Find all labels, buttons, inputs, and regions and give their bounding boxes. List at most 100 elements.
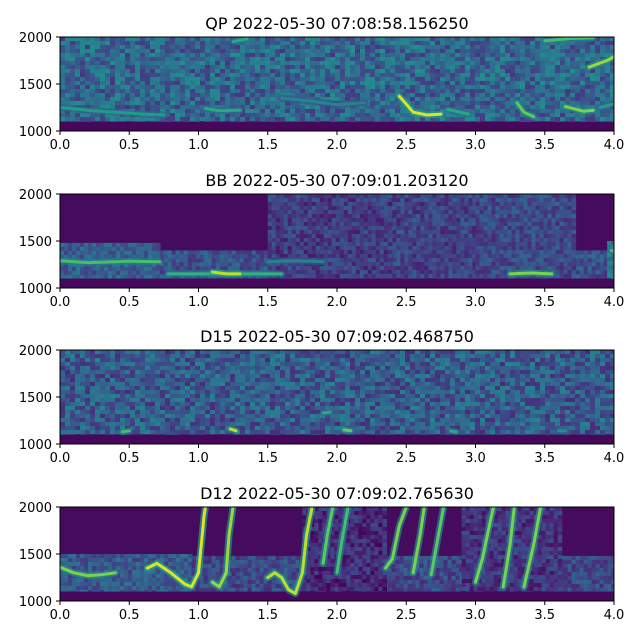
- heatmap-cell: [219, 262, 225, 267]
- heatmap-cell: [287, 250, 293, 255]
- heatmap-cell: [275, 65, 281, 70]
- heatmap-cell: [355, 53, 361, 58]
- heatmap-cell: [351, 202, 357, 207]
- heatmap-cell: [255, 258, 261, 263]
- heatmap-cell: [231, 258, 237, 263]
- heatmap-cell: [60, 93, 66, 98]
- heatmap-cell: [550, 53, 556, 58]
- heatmap-cell: [220, 37, 226, 42]
- heatmap-cell: [335, 238, 341, 243]
- heatmap-cell: [339, 230, 345, 235]
- heatmap-cell: [167, 262, 173, 267]
- heatmap-cell: [392, 194, 397, 199]
- heatmap-cell: [525, 89, 531, 94]
- heatmap-cell: [235, 117, 241, 122]
- heatmap-cell: [215, 45, 221, 50]
- heatmap-cell: [250, 53, 256, 58]
- heatmap-cell: [440, 246, 445, 251]
- heatmap-cell: [235, 81, 241, 86]
- heatmap-cell: [195, 113, 201, 118]
- heatmap-cell: [416, 258, 421, 263]
- heatmap-cell: [190, 117, 196, 122]
- heatmap-cell: [60, 242, 65, 248]
- heatmap-cell: [90, 93, 96, 98]
- heatmap-cell: [455, 117, 461, 122]
- heatmap-cell: [245, 65, 251, 70]
- heatmap-cell: [380, 85, 386, 90]
- heatmap-cell: [310, 41, 316, 46]
- heatmap-cell: [468, 218, 473, 223]
- x-tick-label: 3.0: [465, 138, 486, 153]
- heatmap-cell: [170, 37, 176, 42]
- heatmap-cell: [120, 101, 126, 106]
- heatmap-cell: [600, 49, 606, 54]
- heatmap-cell: [412, 210, 417, 215]
- heatmap-cell: [470, 49, 476, 54]
- heatmap-cell: [515, 97, 521, 102]
- heatmap-cell: [415, 117, 421, 122]
- heatmap-cell: [145, 57, 151, 62]
- heatmap-cell: [270, 93, 276, 98]
- heatmap-cell: [355, 226, 361, 231]
- heatmap-cell: [68, 250, 73, 256]
- heatmap-cell: [295, 45, 301, 50]
- heatmap-cell: [385, 73, 391, 78]
- heatmap-cell: [170, 89, 176, 94]
- heatmap-cell: [412, 214, 417, 219]
- heatmap-cell: [408, 266, 413, 271]
- heatmap-cell: [347, 206, 353, 211]
- heatmap-cell: [65, 117, 71, 122]
- heatmap-cell: [490, 57, 496, 62]
- heatmap-cell: [120, 242, 125, 248]
- heatmap-cell: [95, 45, 101, 50]
- heatmap-cell: [100, 37, 106, 42]
- heatmap-cell: [60, 41, 66, 46]
- heatmap-cell: [415, 57, 421, 62]
- heatmap-cell: [412, 206, 417, 211]
- heatmap-cell: [80, 53, 86, 58]
- heatmap-cell: [436, 266, 441, 271]
- heatmap-cell: [424, 270, 429, 275]
- heatmap-cell: [307, 222, 313, 227]
- heatmap-cell: [300, 113, 306, 118]
- heatmap-cell: [110, 53, 116, 58]
- heatmap-cell: [444, 194, 449, 199]
- heatmap-cell: [295, 218, 301, 223]
- heatmap-cell: [465, 93, 471, 98]
- heatmap-cell: [448, 270, 453, 275]
- heatmap-cell: [505, 81, 511, 86]
- heatmap-cell: [392, 226, 397, 231]
- heatmap-cell: [383, 258, 389, 263]
- heatmap-cell: [428, 202, 433, 207]
- heatmap-cell: [330, 53, 336, 58]
- heatmap-cell: [315, 105, 321, 110]
- heatmap-cell: [570, 41, 576, 46]
- heatmap-cell: [445, 73, 451, 78]
- heatmap-cell: [416, 222, 421, 227]
- heatmap-cell: [170, 69, 176, 74]
- heatmap-cell: [220, 61, 226, 66]
- heatmap-cell: [530, 37, 536, 42]
- heatmap-cell: [310, 53, 316, 58]
- heatmap-cell: [363, 266, 369, 271]
- heatmap-cell: [287, 222, 293, 227]
- heatmap-cell: [603, 262, 609, 267]
- heatmap-cell: [291, 254, 297, 259]
- heatmap-cell: [199, 258, 205, 263]
- heatmap-cell: [345, 57, 351, 62]
- heatmap-cell: [115, 105, 121, 110]
- heatmap-cell: [440, 101, 446, 106]
- heatmap-cell: [159, 274, 165, 279]
- heatmap-cell: [231, 266, 237, 271]
- heatmap-cell: [396, 222, 401, 227]
- heatmap-cell: [420, 198, 425, 203]
- heatmap-cell: [279, 234, 285, 239]
- heatmap-cell: [335, 113, 341, 118]
- heatmap-cell: [135, 61, 141, 66]
- heatmap-cell: [175, 77, 181, 82]
- heatmap-cell: [396, 214, 401, 219]
- heatmap-cell: [495, 53, 501, 58]
- heatmap-cell: [465, 41, 471, 46]
- heatmap-cell: [452, 258, 457, 263]
- heatmap-cell: [490, 93, 496, 98]
